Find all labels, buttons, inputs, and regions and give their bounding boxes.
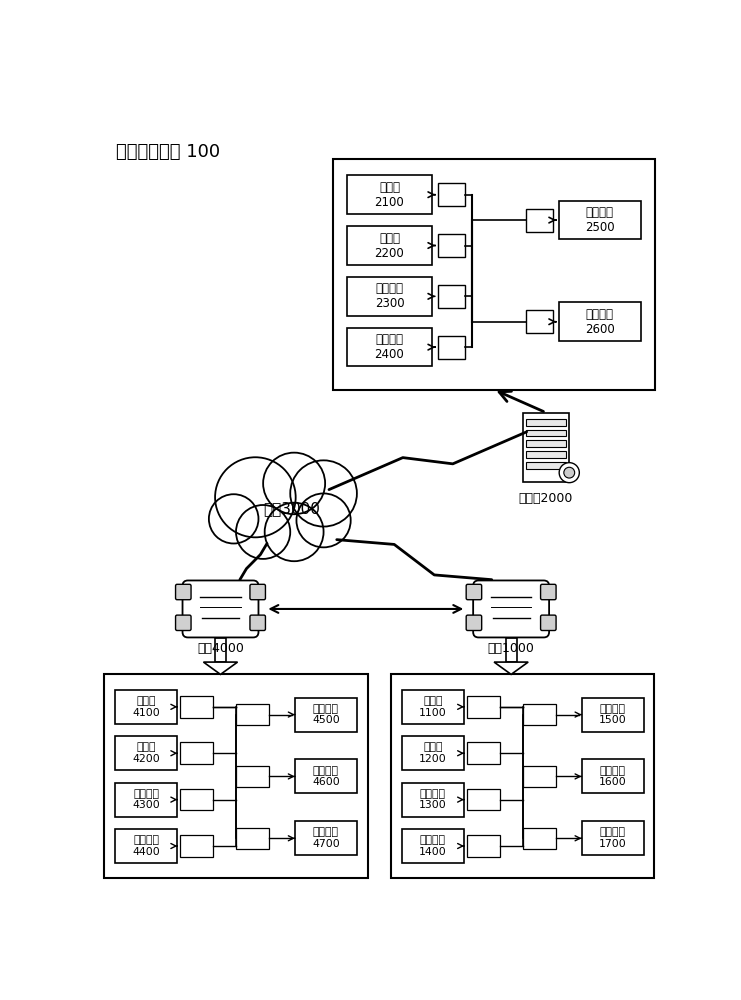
- Bar: [582, 698, 644, 732]
- Bar: [104, 674, 368, 878]
- FancyBboxPatch shape: [182, 580, 259, 637]
- FancyBboxPatch shape: [250, 615, 265, 631]
- Text: 接口装置
1300: 接口装置 1300: [419, 789, 447, 810]
- Bar: [582, 759, 644, 793]
- Circle shape: [236, 505, 290, 559]
- Bar: [391, 674, 654, 878]
- Bar: [467, 835, 500, 857]
- Bar: [236, 766, 269, 787]
- Text: 通信装置
1400: 通信装置 1400: [419, 835, 447, 857]
- Text: 输出装置
1500: 输出装置 1500: [599, 704, 627, 725]
- Text: 导航装置
4700: 导航装置 4700: [312, 827, 340, 849]
- Circle shape: [215, 457, 296, 537]
- FancyBboxPatch shape: [473, 580, 549, 637]
- Bar: [115, 690, 177, 724]
- Bar: [526, 430, 566, 436]
- Circle shape: [559, 463, 579, 483]
- Text: 输入装置
1600: 输入装置 1600: [599, 766, 627, 787]
- Bar: [438, 234, 465, 257]
- Circle shape: [290, 460, 357, 527]
- Bar: [347, 175, 432, 214]
- Text: 通信装置
2400: 通信装置 2400: [374, 333, 405, 361]
- Bar: [438, 285, 465, 308]
- Bar: [522, 704, 556, 725]
- Text: 接口装置
2300: 接口装置 2300: [375, 282, 405, 310]
- Bar: [522, 766, 556, 787]
- Bar: [236, 704, 269, 725]
- Bar: [526, 440, 566, 447]
- FancyBboxPatch shape: [250, 584, 265, 600]
- FancyBboxPatch shape: [466, 584, 482, 600]
- Bar: [526, 462, 566, 469]
- Bar: [347, 277, 432, 316]
- Bar: [438, 336, 465, 359]
- Circle shape: [296, 493, 350, 547]
- FancyBboxPatch shape: [541, 584, 556, 600]
- Text: 输出装置
4500: 输出装置 4500: [312, 704, 340, 725]
- Text: 输入装置
4600: 输入装置 4600: [312, 766, 340, 787]
- Text: 存储器
1200: 存储器 1200: [419, 742, 447, 764]
- FancyBboxPatch shape: [466, 615, 482, 631]
- Bar: [467, 742, 500, 764]
- Text: 车辆4000: 车辆4000: [197, 642, 244, 655]
- Bar: [467, 696, 500, 718]
- FancyBboxPatch shape: [176, 615, 191, 631]
- Text: 车辆1000: 车辆1000: [488, 642, 535, 655]
- Bar: [402, 690, 464, 724]
- Text: 处理器
4100: 处理器 4100: [132, 696, 160, 718]
- Bar: [115, 736, 177, 770]
- Bar: [526, 209, 553, 232]
- Bar: [467, 789, 500, 810]
- Bar: [559, 302, 640, 341]
- Polygon shape: [204, 662, 238, 674]
- Bar: [180, 789, 213, 810]
- Bar: [522, 413, 569, 482]
- Text: 存储器
4200: 存储器 4200: [132, 742, 160, 764]
- Text: 导航装置
1700: 导航装置 1700: [599, 827, 627, 849]
- FancyBboxPatch shape: [176, 584, 191, 600]
- Bar: [295, 698, 357, 732]
- Circle shape: [265, 503, 324, 561]
- Bar: [333, 158, 654, 389]
- Text: 汇入控制系统 100: 汇入控制系统 100: [116, 143, 220, 161]
- Bar: [526, 451, 566, 458]
- FancyBboxPatch shape: [541, 615, 556, 631]
- Bar: [215, 638, 226, 662]
- Text: 服务器2000: 服务器2000: [519, 492, 574, 505]
- Bar: [295, 759, 357, 793]
- Bar: [526, 310, 553, 333]
- Bar: [180, 696, 213, 718]
- Text: 接口装置
4300: 接口装置 4300: [132, 789, 160, 810]
- Polygon shape: [494, 662, 528, 674]
- Bar: [526, 419, 566, 426]
- Bar: [347, 328, 432, 366]
- Bar: [347, 226, 432, 265]
- Text: 通信装置
4400: 通信装置 4400: [132, 835, 160, 857]
- Bar: [180, 742, 213, 764]
- Text: 网络3000: 网络3000: [263, 501, 320, 516]
- Text: 处理器
1100: 处理器 1100: [419, 696, 447, 718]
- Circle shape: [564, 467, 575, 478]
- Circle shape: [209, 494, 259, 544]
- Text: 处理器
2100: 处理器 2100: [374, 181, 405, 209]
- Text: 输入装置
2600: 输入装置 2600: [585, 308, 615, 336]
- Bar: [180, 835, 213, 857]
- Bar: [522, 828, 556, 849]
- Bar: [582, 821, 644, 855]
- Bar: [505, 638, 516, 662]
- Bar: [115, 783, 177, 817]
- Bar: [402, 783, 464, 817]
- Bar: [402, 736, 464, 770]
- Bar: [295, 821, 357, 855]
- Text: 存储器
2200: 存储器 2200: [374, 232, 405, 260]
- Bar: [115, 829, 177, 863]
- Bar: [559, 201, 640, 239]
- Bar: [402, 829, 464, 863]
- Bar: [236, 828, 269, 849]
- Text: 显示装置
2500: 显示装置 2500: [585, 206, 615, 234]
- Bar: [438, 183, 465, 206]
- Circle shape: [263, 453, 325, 514]
